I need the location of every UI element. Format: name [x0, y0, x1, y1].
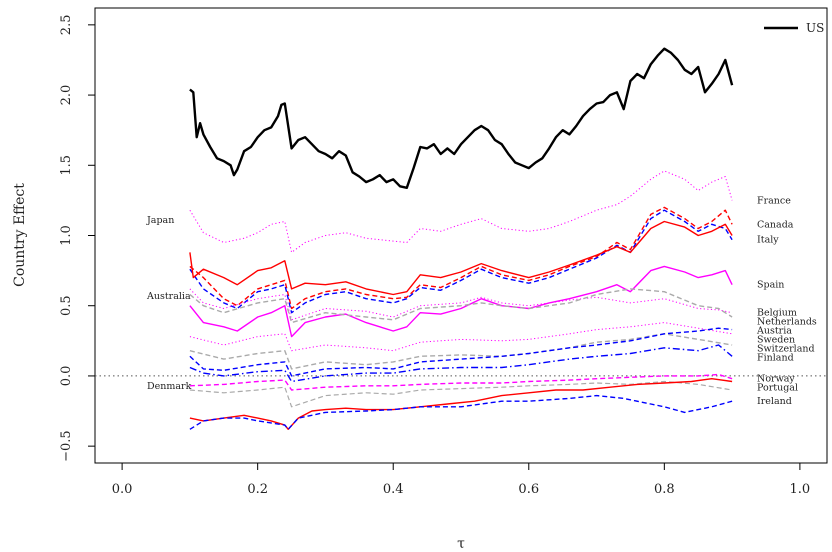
series-line-canada	[189, 206, 733, 310]
country-label-spain: Spain	[757, 280, 784, 291]
country-label-belgium: Belgium	[757, 308, 797, 319]
x-tick-label: 0.8	[654, 482, 675, 497]
country-label-canada: Canada	[757, 219, 794, 230]
series-line-france	[189, 170, 733, 253]
x-tick-label: 1.0	[790, 482, 811, 497]
series-line-ireland	[189, 394, 733, 430]
country-label-switzerland: Switzerland	[757, 344, 815, 355]
series-line-norway	[189, 373, 733, 391]
country-label-italy: Italy	[757, 235, 779, 246]
x-tick-label: 0.4	[383, 482, 404, 497]
series-line-finland	[189, 344, 733, 383]
country-label-austria: Austria	[756, 326, 792, 337]
series-line-austria	[189, 327, 733, 377]
y-tick-label: 0.5	[59, 295, 74, 316]
series-line-denmark	[189, 380, 733, 408]
y-tick-label: 2.0	[59, 85, 74, 106]
country-label-finland: Finland	[757, 353, 794, 364]
series-line-switzerland	[189, 333, 733, 370]
country-label-portugal: Portugal	[757, 383, 798, 394]
series-line-sweden	[189, 322, 733, 352]
series-line-portugal	[189, 378, 733, 430]
x-tick-label: 0.2	[247, 482, 268, 497]
y-tick-label: −0.5	[59, 430, 74, 462]
series-line-belgium	[189, 288, 733, 321]
country-labels: France Canada Italy Spain BelgiumNetherlands…	[146, 195, 817, 407]
series-line-netherlands	[189, 288, 733, 324]
x-axis: 0.0 0.2 0.4 0.6 0.8 1.0	[112, 463, 810, 497]
country-label-ireland: Ireland	[757, 396, 792, 407]
country-label-australia: Australia	[146, 291, 191, 302]
y-axis-title: Country Effect	[12, 183, 28, 287]
x-tick-label: 0.0	[112, 482, 133, 497]
series-line-japan	[189, 220, 733, 296]
y-tick-label: 1.5	[59, 155, 74, 176]
x-axis-title: τ	[457, 536, 465, 552]
y-tick-label: 2.5	[59, 15, 74, 36]
legend: US	[764, 21, 824, 35]
y-axis: −0.5 0.0 0.5 1.0 1.5 2.0 2.5	[59, 15, 95, 462]
series-lines	[189, 47, 734, 430]
series-line-us	[189, 47, 734, 189]
x-tick-label: 0.6	[518, 482, 539, 497]
legend-label: US	[806, 21, 824, 35]
country-label-japan: Japan	[146, 215, 174, 226]
country-label-sweden: Sweden	[757, 335, 795, 346]
country-label-norway: Norway	[757, 374, 795, 385]
country-label-netherlands: Netherlands	[757, 317, 817, 328]
y-tick-label: 0.0	[59, 366, 74, 387]
country-label-france: France	[757, 195, 791, 206]
country-label-denmark: Denmark	[147, 381, 192, 392]
series-line-spain	[189, 265, 733, 338]
y-tick-label: 1.0	[59, 225, 74, 246]
series-line-italy	[189, 209, 733, 314]
